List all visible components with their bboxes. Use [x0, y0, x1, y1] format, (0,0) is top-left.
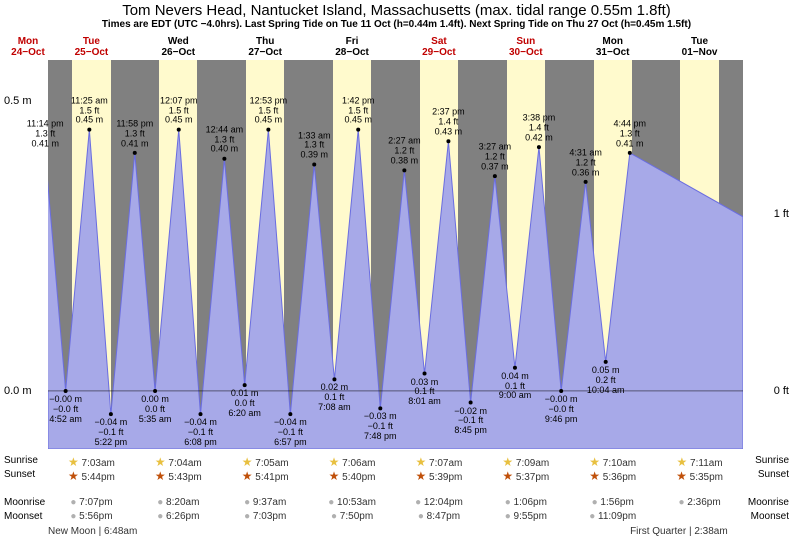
- row-label-sunset: Sunset: [4, 469, 35, 480]
- y-axis-tick-right: 0 ft: [774, 385, 789, 397]
- y-axis-tick-left: 0.0 m: [4, 385, 32, 397]
- chart-plot-area: 11:14 pm1.3 ft0.41 m−0.00 m−0.0 ft4:52 a…: [48, 60, 743, 449]
- row-label-moonrise-right: Moonrise: [748, 497, 789, 508]
- moonrise-cell: ● 2:36pm: [678, 497, 720, 508]
- low-tide-label: −0.02 m−0.1 ft8:45 pm: [454, 407, 487, 437]
- sunrise-cell: ★ 7:09am: [502, 455, 549, 469]
- row-label-moonrise: Moonrise: [4, 497, 45, 508]
- row-label-sunrise-right: Sunrise: [755, 455, 789, 466]
- sunrise-cell: ★ 7:11am: [676, 455, 722, 469]
- sunset-cell: ★ 5:41pm: [242, 469, 289, 483]
- low-tide-label: 0.05 m0.2 ft10:04 am: [587, 366, 625, 396]
- high-tide-label: 2:27 am1.2 ft0.38 m: [388, 137, 421, 167]
- high-tide-label: 11:58 pm1.3 ft0.41 m: [116, 119, 153, 149]
- day-header: Sat29−Oct: [422, 36, 456, 58]
- sunrise-cell: ★ 7:06am: [329, 455, 376, 469]
- chart-title: Tom Nevers Head, Nantucket Island, Massa…: [0, 0, 793, 19]
- high-tide-label: 12:53 pm1.5 ft0.45 m: [250, 96, 288, 126]
- low-tide-label: −0.04 m−0.1 ft6:08 pm: [184, 418, 217, 448]
- moonrise-cell: ● 8:20am: [157, 497, 199, 508]
- high-tide-label: 1:42 pm1.5 ft0.45 m: [342, 96, 375, 126]
- row-label-moonset: Moonset: [4, 511, 42, 522]
- sun-moon-table: Sunrise Sunrise Sunset Sunset Moonrise Moonri…: [0, 449, 793, 539]
- moonrise-cell: ● 10:53am: [328, 497, 376, 508]
- day-header: Mon31−Oct: [596, 36, 630, 58]
- moonrise-cell: ● 12:04pm: [415, 497, 463, 508]
- day-header: Mon24−Oct: [11, 36, 45, 58]
- day-header: Tue25−Oct: [75, 36, 109, 58]
- moonset-cell: ● 7:03pm: [244, 511, 286, 522]
- y-axis-tick-right: 1 ft: [774, 208, 789, 220]
- sunrise-cell: ★ 7:03am: [68, 455, 115, 469]
- low-tide-label: 0.04 m0.1 ft9:00 am: [499, 372, 532, 402]
- moonset-cell: ● 5:56pm: [70, 511, 112, 522]
- moonrise-cell: ● 7:07pm: [70, 497, 112, 508]
- high-tide-label: 11:14 pm1.3 ft0.41 m: [27, 119, 64, 149]
- high-tide-label: 12:07 pm1.5 ft0.45 m: [160, 96, 198, 126]
- high-tide-label: 3:27 am1.2 ft0.37 m: [479, 142, 512, 172]
- day-header: Sun30−Oct: [509, 36, 543, 58]
- low-tide-label: −0.04 m−0.1 ft5:22 pm: [94, 418, 127, 448]
- sunrise-cell: ★ 7:10am: [589, 455, 636, 469]
- high-tide-label: 4:31 am1.2 ft0.36 m: [569, 148, 602, 178]
- row-label-moonset-right: Moonset: [751, 511, 789, 522]
- high-tide-label: 4:44 pm1.3 ft0.41 m: [614, 119, 647, 149]
- moonrise-cell: ● 9:37am: [244, 497, 286, 508]
- chart-subtitle: Times are EDT (UTC −4.0hrs). Last Spring…: [0, 19, 793, 32]
- high-tide-label: 1:33 am1.3 ft0.39 m: [298, 131, 331, 161]
- day-header: Thu27−Oct: [248, 36, 282, 58]
- y-axis-tick-left: 0.5 m: [4, 95, 32, 107]
- sunset-cell: ★ 5:37pm: [502, 469, 549, 483]
- moonset-cell: ● 11:09pm: [589, 511, 636, 522]
- low-tide-label: −0.00 m−0.0 ft9:46 pm: [545, 395, 578, 425]
- moonset-cell: ● 7:50pm: [331, 511, 373, 522]
- sunset-cell: ★ 5:35pm: [676, 469, 723, 483]
- moonset-cell: ● 9:55pm: [505, 511, 547, 522]
- sunset-cell: ★ 5:36pm: [589, 469, 636, 483]
- sunrise-cell: ★ 7:04am: [155, 455, 202, 469]
- high-tide-label: 12:44 am1.3 ft0.40 m: [206, 125, 244, 155]
- sunset-cell: ★ 5:40pm: [329, 469, 376, 483]
- row-label-sunrise: Sunrise: [4, 455, 38, 466]
- high-tide-label: 3:38 pm1.4 ft0.42 m: [523, 113, 556, 143]
- moon-phase-label: New Moon | 6:48am: [48, 526, 137, 537]
- high-tide-label: 11:25 am1.5 ft0.45 m: [71, 96, 108, 126]
- sunset-cell: ★ 5:44pm: [68, 469, 115, 483]
- moonrise-cell: ● 1:56pm: [592, 497, 634, 508]
- sunset-cell: ★ 5:43pm: [155, 469, 202, 483]
- low-tide-label: −0.04 m−0.1 ft6:57 pm: [274, 418, 307, 448]
- low-tide-label: 0.02 m0.1 ft7:08 am: [318, 383, 351, 413]
- moonset-cell: ● 6:26pm: [157, 511, 199, 522]
- low-tide-label: 0.03 m0.1 ft8:01 am: [408, 378, 441, 408]
- day-header: Tue01−Nov: [682, 36, 718, 58]
- sunrise-cell: ★ 7:05am: [242, 455, 289, 469]
- low-tide-label: 0.01 m0.0 ft6:20 am: [228, 389, 261, 419]
- day-header: Fri28−Oct: [335, 36, 369, 58]
- low-tide-label: −0.00 m−0.0 ft4:52 am: [49, 395, 82, 425]
- moon-phase-label: First Quarter | 2:38am: [630, 526, 728, 537]
- row-label-sunset-right: Sunset: [758, 469, 789, 480]
- day-header: Wed26−Oct: [161, 36, 195, 58]
- low-tide-label: 0.00 m0.0 ft5:35 am: [139, 395, 172, 425]
- moonset-cell: ● 8:47pm: [418, 511, 460, 522]
- low-tide-label: −0.03 m−0.1 ft7:48 pm: [364, 412, 397, 442]
- sunset-cell: ★ 5:39pm: [415, 469, 462, 483]
- moonrise-cell: ● 1:06pm: [505, 497, 547, 508]
- sunrise-cell: ★ 7:07am: [415, 455, 462, 469]
- high-tide-label: 2:37 pm1.4 ft0.43 m: [432, 108, 465, 138]
